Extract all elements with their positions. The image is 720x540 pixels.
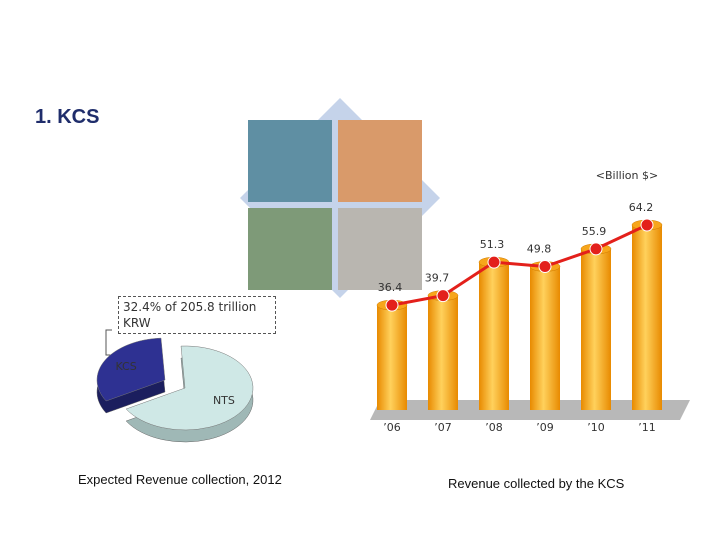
value-label: 55.9 bbox=[582, 225, 607, 238]
x-tick-label: ’10 bbox=[587, 421, 605, 434]
x-tick-label: ’08 bbox=[485, 421, 503, 434]
pie-slice bbox=[125, 345, 254, 431]
bar bbox=[428, 295, 458, 410]
line-point bbox=[538, 259, 552, 273]
line-point bbox=[589, 242, 603, 256]
photo bbox=[338, 208, 422, 290]
annotation: 32.4% of 205.8 trillion KRW bbox=[118, 296, 276, 334]
x-tick-label: ’07 bbox=[434, 421, 452, 434]
photo bbox=[248, 208, 332, 290]
bar bbox=[530, 266, 560, 410]
line bbox=[391, 223, 648, 307]
slide-title: 1. KCS bbox=[35, 106, 100, 128]
bar bbox=[632, 225, 662, 410]
photo bbox=[338, 120, 422, 202]
pie-slice bbox=[96, 337, 166, 402]
value-label: 64.2 bbox=[629, 201, 654, 214]
line-point bbox=[640, 218, 654, 232]
bar bbox=[479, 262, 509, 410]
line-point bbox=[436, 289, 450, 303]
slice-label: NTS bbox=[213, 394, 235, 407]
x-tick-label: ’11 bbox=[638, 421, 656, 434]
caption: Revenue collected by the KCS bbox=[448, 476, 625, 491]
bar bbox=[377, 305, 407, 410]
line-point bbox=[487, 255, 501, 269]
value-label: 39.7 bbox=[425, 272, 450, 285]
x-tick-label: ’06 bbox=[383, 421, 401, 434]
slice-label: KCS bbox=[115, 360, 136, 373]
caption: Expected Revenue collection, 2012 bbox=[78, 472, 282, 487]
unit-label: <Billion $> bbox=[596, 169, 658, 182]
connector bbox=[105, 329, 112, 356]
value-label: 49.8 bbox=[527, 242, 552, 255]
line-point bbox=[385, 298, 399, 312]
photo bbox=[248, 120, 332, 202]
value-label: 36.4 bbox=[378, 281, 403, 294]
value-label: 51.3 bbox=[480, 238, 505, 251]
x-tick-label: ’09 bbox=[536, 421, 554, 434]
bar bbox=[581, 248, 611, 410]
